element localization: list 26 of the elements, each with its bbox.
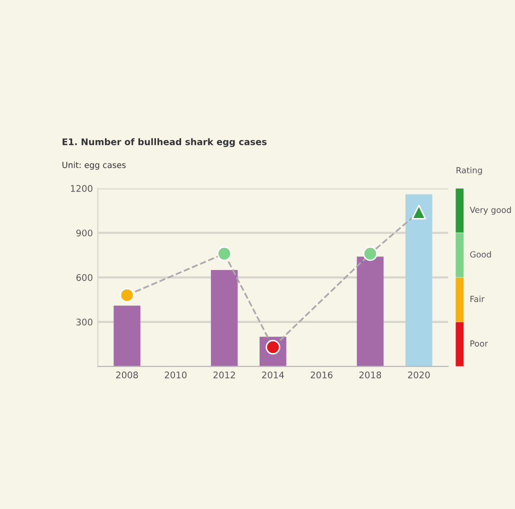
bar	[356, 256, 384, 366]
bar	[114, 306, 140, 366]
x-tick-label: 2014	[262, 372, 284, 378]
point	[412, 204, 426, 220]
chart-subtitle: Unit: egg cases	[62, 162, 126, 170]
text: Good	[470, 251, 491, 258]
x-tick-label: 2008	[116, 372, 138, 378]
x-tick-label: 2010	[164, 372, 187, 378]
text: Very good	[470, 206, 511, 215]
text: Fair	[470, 296, 485, 302]
y-tick-label: 1200	[71, 185, 92, 192]
bar	[405, 194, 432, 366]
x-tick-label: 2018	[359, 372, 382, 378]
bar	[210, 270, 238, 366]
text: Poor	[470, 340, 488, 347]
legend-title: Rating	[456, 166, 482, 175]
point	[217, 246, 232, 261]
x-tick-label: 2020	[408, 372, 430, 378]
chart-title: E1. Number of bullhead shark egg cases	[62, 138, 267, 148]
point	[120, 288, 134, 303]
y-tick-label: 600	[76, 274, 92, 281]
y-tick-label: 300	[76, 318, 92, 326]
x-tick-label: 2016	[310, 372, 333, 378]
x-tick-label: 2012	[213, 372, 235, 378]
y-tick-label: 900	[76, 230, 92, 236]
point	[362, 246, 378, 261]
